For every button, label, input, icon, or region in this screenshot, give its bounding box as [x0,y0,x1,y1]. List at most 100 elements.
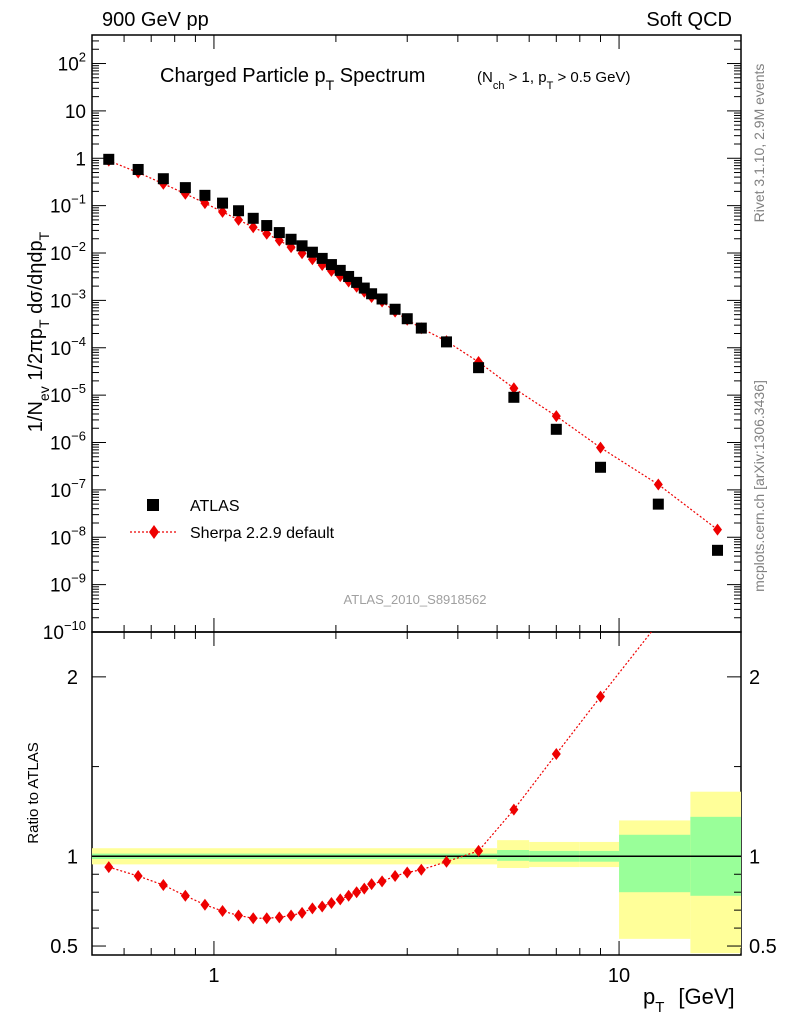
header-process-label: Soft QCD [646,9,732,31]
sherpa-ratio-point [307,902,317,915]
sherpa-ratio-point [286,909,296,922]
chart-title: Charged Particle pT Spectrum [160,65,425,93]
ratio-y-tick-label-left: 1 [67,846,78,868]
xlabel-unit: [GeV] [678,984,734,1009]
sherpa-ratio-point [335,893,345,906]
xlabel-sub: T [655,999,664,1016]
cut-pt-sub: T [547,80,554,92]
sherpa-point [713,523,723,536]
y-tick-label: 10−5 [50,381,86,407]
ylabel-sub1: ev [36,386,52,401]
sherpa-ratio-point [133,870,143,883]
sherpa-ratio-point [359,882,369,895]
atlas-point [712,544,724,556]
cut-nch: (N [477,69,493,86]
atlas-point [351,276,363,288]
atlas-point [261,220,273,232]
atlas-point [508,391,520,403]
chart-title-main: Charged Particle p [160,65,326,87]
sherpa-point [551,410,561,423]
sherpa-point [218,205,228,218]
chart-title-sub: T [326,77,335,93]
ylabel-sub2: T [36,319,52,328]
axis-ticks: 1 10 10−10 10−9 10−8 10−7 10−6 10−5 10−4 10−3 10−2… [43,34,777,987]
cut-pt-value: > 0.5 GeV) [553,69,630,86]
ratio-y-tick-label-left: 0.5 [50,936,78,958]
sherpa-point [248,221,258,234]
ratio-y-tick-label-left: 2 [67,667,78,689]
sherpa-ratio-point [402,866,412,879]
atlas-point [179,182,191,194]
legend-atlas-marker [147,499,159,511]
ratio-uncertainty-bands [92,791,741,954]
ratio-y-tick-label-right: 2 [749,667,760,689]
ylabel-part1: 1/N [25,401,47,432]
atlas-point [103,153,115,165]
sherpa-ratio-series [104,563,722,925]
y-tick-label: 1 [75,149,86,170]
band-stat-4 [619,834,691,893]
sherpa-ratio-point [234,909,244,922]
y-tick-label: 10−4 [50,334,86,360]
atlas-point [157,173,169,185]
ylabel-sub3: T [36,231,52,240]
x-tick-label-10: 10 [608,965,630,987]
y-tick-label: 10−6 [50,429,86,455]
sherpa-point [234,213,244,226]
y-tick-label: 10−7 [50,476,86,502]
sherpa-ratio-point [596,690,606,703]
cut-nch-sub: ch [493,80,505,92]
atlas-point [247,212,259,224]
sherpa-point [509,382,519,395]
x-axis-label: pT [GeV] [643,984,735,1016]
y-tick-label: 10 [65,102,86,123]
y-tick-label: 102 [58,50,86,76]
sherpa-ratio-point [377,875,387,888]
sherpa-ratio-point [474,844,484,857]
atlas-point [376,293,388,305]
sherpa-ratio-point [654,617,663,629]
atlas-point [325,259,337,271]
sherpa-ratio-point [317,900,327,913]
atlas-point [334,264,346,276]
sherpa-ratio-point [352,886,362,899]
chart-title-cuts: (Nch > 1, pT > 0.5 GeV) [477,69,630,92]
rivet-version-label: Rivet 3.1.10, 2.9M events [751,64,767,223]
band-stat-1 [497,850,530,861]
sherpa-ratio-point [274,911,284,924]
sherpa-ratio-point [509,803,519,816]
sherpa-ratio-point [713,563,722,575]
sherpa-ratio-point [180,889,190,902]
sherpa-ratio-point [367,878,377,891]
sherpa-point [653,478,663,491]
atlas-point [306,246,318,258]
atlas-data-series [103,153,724,556]
atlas-point [595,461,607,473]
main-y-axis-label: 1/Nev 1/2πpT dσ/dηdpT [25,231,52,432]
cut-pt: > 1, p [504,69,546,86]
atlas-point [199,189,211,201]
atlas-point [366,288,378,300]
legend-sherpa-marker [149,525,159,539]
y-tick-label: 10−2 [50,239,86,265]
y-tick-label: 10−3 [50,286,86,312]
atlas-point [440,336,452,348]
ylabel-part3: dσ/dηdp [25,240,47,319]
header-collision-label: 900 GeV pp [102,9,209,31]
y-tick-label: 10−10 [43,618,86,644]
atlas-point [316,252,328,264]
atlas-point [550,423,562,435]
atlas-point [132,163,144,175]
analysis-label: ATLAS_2010_S8918562 [344,592,487,607]
source-label: mcplots.cern.ch [arXiv:1306.3436] [751,380,767,592]
sherpa-ratio-point [441,855,451,868]
atlas-point [473,362,485,374]
sherpa-point [596,441,606,454]
y-tick-label: 10−8 [50,523,86,549]
sherpa-ratio-point [390,870,400,883]
sherpa-main-series [104,154,723,536]
atlas-point [296,240,308,252]
sherpa-ratio-point [344,889,354,902]
atlas-point [343,270,355,282]
sherpa-ratio-point [297,906,307,919]
